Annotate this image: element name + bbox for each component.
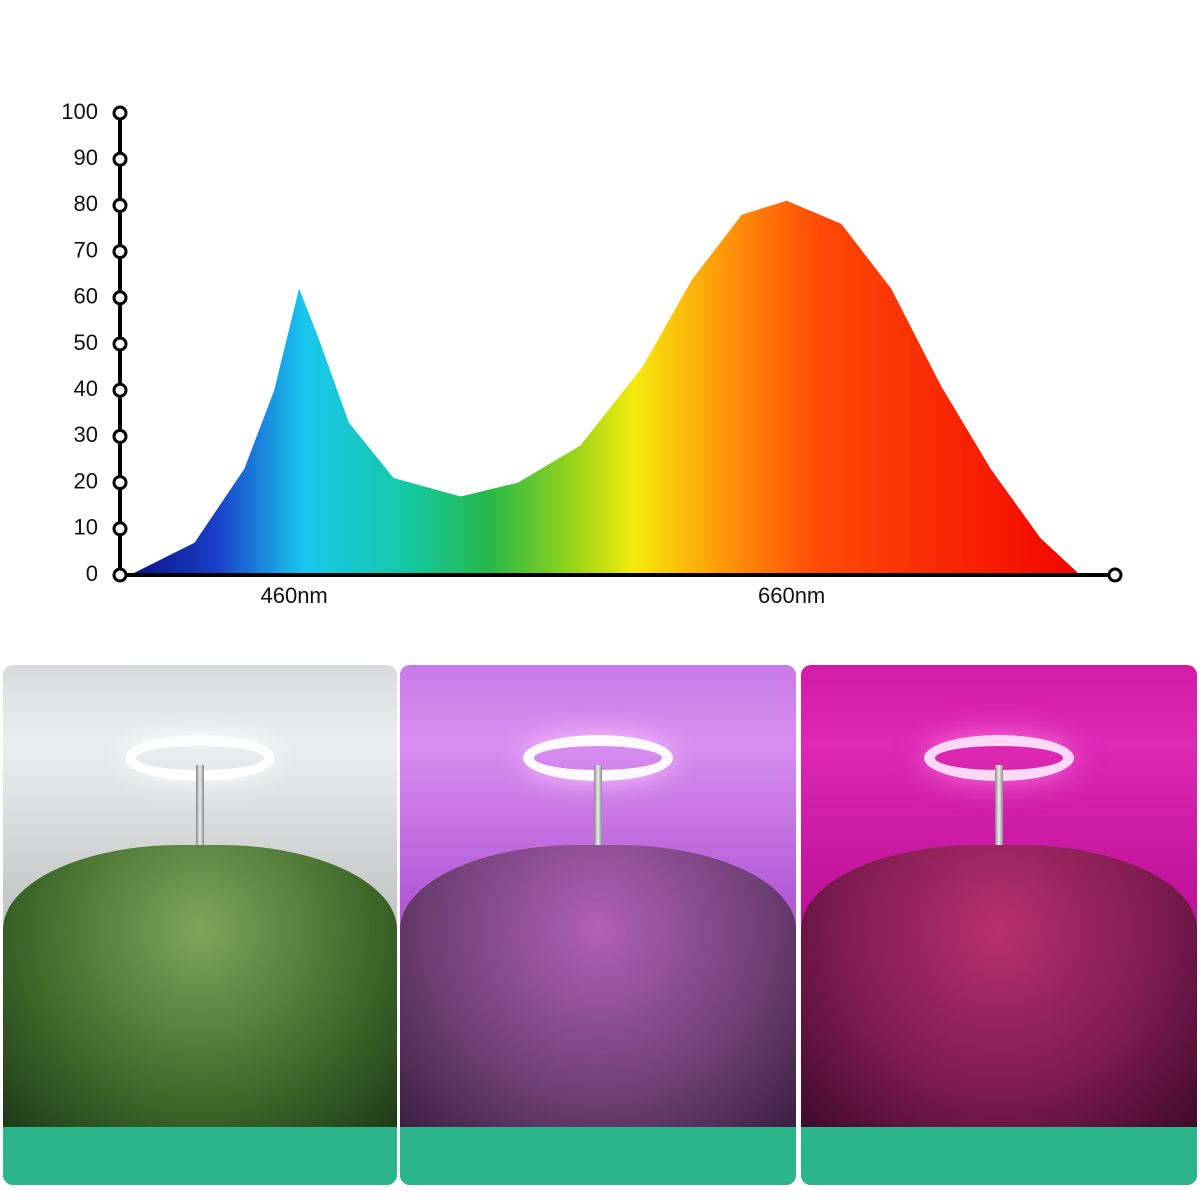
- spectrum-area: [129, 200, 1081, 575]
- x-axis-end: [1107, 567, 1123, 583]
- y-tick-mark: [112, 521, 128, 537]
- y-tick-label: 80: [74, 191, 98, 216]
- y-tick-mark: [112, 197, 128, 213]
- y-tick-mark: [112, 336, 128, 352]
- y-tick-label: 60: [74, 284, 98, 309]
- photo-red-blue-light: [801, 665, 1197, 1185]
- y-tick-label: 100: [61, 99, 98, 124]
- photo-mixed-light: [400, 665, 796, 1185]
- y-tick-mark: [112, 105, 128, 121]
- y-tick-label: 0: [86, 561, 98, 586]
- y-tick-label: 20: [74, 468, 98, 493]
- y-tick-label: 10: [74, 515, 98, 540]
- y-tick-label: 50: [74, 330, 98, 355]
- x-tick-label: 460nm: [260, 583, 327, 608]
- y-tick-mark: [112, 151, 128, 167]
- y-tick-label: 70: [74, 237, 98, 262]
- y-tick-label: 40: [74, 376, 98, 401]
- x-tick-label: 660nm: [758, 583, 825, 608]
- y-tick-mark: [112, 428, 128, 444]
- y-tick-mark: [112, 244, 128, 260]
- y-tick-mark: [112, 382, 128, 398]
- y-tick-label: 30: [74, 422, 98, 447]
- y-tick-mark: [112, 567, 128, 583]
- photo-white-light: [3, 665, 397, 1185]
- chart: 0 10 20 30 40 50 60 70 80 90 100 460nm 660nm: [61, 99, 1123, 608]
- y-tick-label: 90: [74, 145, 98, 170]
- y-tick-mark: [112, 475, 128, 491]
- y-tick-mark: [112, 290, 128, 306]
